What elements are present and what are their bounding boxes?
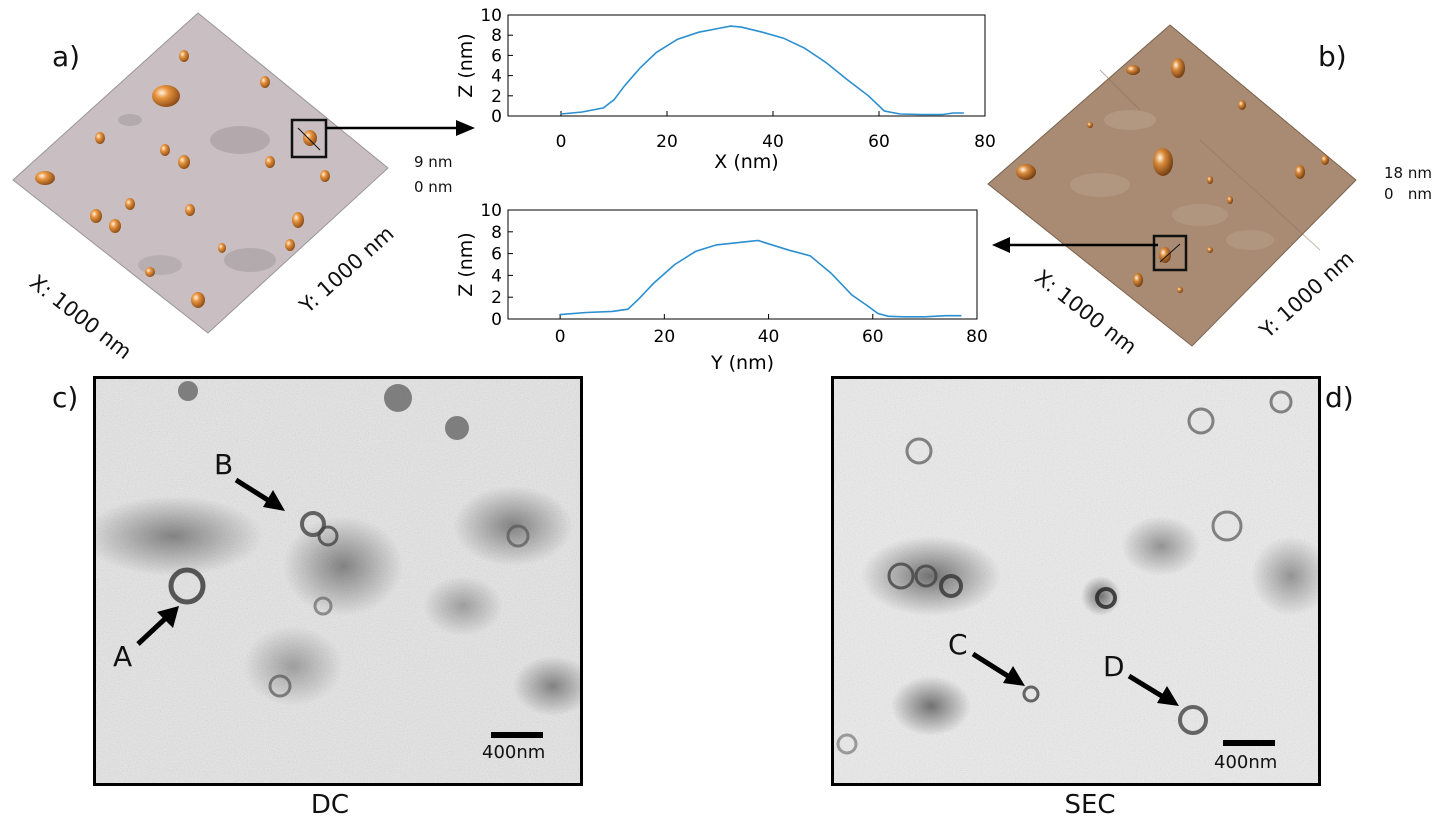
y-tick-label: 10 <box>480 201 502 221</box>
y-tick-label: 10 <box>480 6 502 26</box>
y-tick-label: 2 <box>491 87 502 107</box>
caption-dc: DC <box>310 790 350 820</box>
y-axis-label: Z (nm) <box>455 232 477 296</box>
tem-image-dc <box>93 376 583 786</box>
caption-sec: SEC <box>1064 790 1116 820</box>
y-tick-label: 0 <box>491 310 502 330</box>
arrow-label-B: B <box>214 448 234 481</box>
y-axis-label: Z (nm) <box>455 33 477 97</box>
afm-a-z-min: 0 nm <box>414 178 453 196</box>
afm-a-z-scale: 9 nm 0 nm <box>414 152 452 198</box>
x-tick-label: 80 <box>974 132 996 152</box>
x-axis-label: X (nm) <box>714 151 778 173</box>
x-tick-label: 20 <box>656 132 678 152</box>
profile-line <box>560 25 964 116</box>
x-tick-label: 40 <box>762 132 784 152</box>
panel-a-letter: a) <box>52 40 81 73</box>
afm-b-z-min: 0 nm <box>1384 185 1432 203</box>
y-tick-label: 4 <box>491 266 502 286</box>
afm-b-z-scale: 18 nm 0 nm <box>1384 163 1432 205</box>
arrow-label-D: D <box>1103 650 1125 683</box>
x-tick-label: 0 <box>555 327 566 347</box>
profile-line <box>560 239 962 318</box>
arrow-label-A: A <box>113 640 133 673</box>
afm-a-z-max: 9 nm <box>414 153 453 171</box>
plot-frame <box>507 14 986 117</box>
y-tick-label: 6 <box>491 245 502 265</box>
x-tick-label: 0 <box>556 132 567 152</box>
x-tick-label: 60 <box>862 327 884 347</box>
y-tick-label: 4 <box>491 67 502 87</box>
tem-image-sec <box>831 376 1321 786</box>
y-tick-label: 8 <box>491 26 502 46</box>
y-tick-label: 6 <box>491 46 502 66</box>
y-tick-label: 8 <box>491 223 502 243</box>
scale-bar-label-c: 400nm <box>482 742 546 763</box>
x-tick-label: 80 <box>966 327 988 347</box>
x-tick-label: 40 <box>758 327 780 347</box>
arrow-label-C: C <box>948 628 968 661</box>
y-tick-label: 0 <box>491 107 502 127</box>
panel-d-letter: d) <box>1325 381 1354 414</box>
plot-frame <box>507 209 978 320</box>
afm-b-z-max: 18 nm <box>1384 164 1432 182</box>
x-tick-label: 60 <box>868 132 890 152</box>
y-tick-label: 2 <box>491 288 502 308</box>
selection-box-b <box>1152 234 1188 272</box>
panel-c-letter: c) <box>52 381 79 414</box>
arrow-a-to-profile <box>326 120 475 136</box>
panel-b-letter: b) <box>1318 40 1347 73</box>
afm-image-a <box>12 12 389 334</box>
selection-box-a <box>290 118 328 159</box>
afm-image-b <box>987 24 1357 347</box>
x-tick-label: 20 <box>654 327 676 347</box>
x-axis-label: Y (nm) <box>710 352 774 374</box>
arrow-b-to-profile <box>992 237 1158 253</box>
scale-bar-label-d: 400nm <box>1214 752 1278 773</box>
